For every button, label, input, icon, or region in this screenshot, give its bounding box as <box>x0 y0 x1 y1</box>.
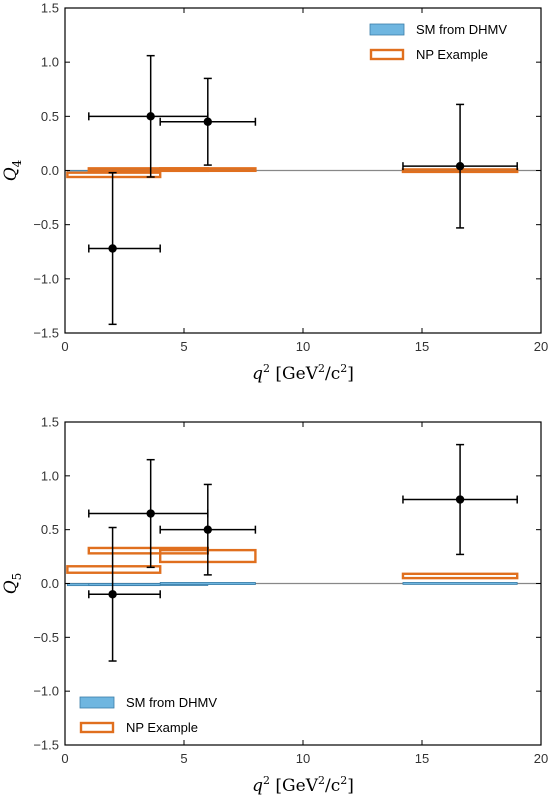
legend: SM from DHMV NP Example <box>79 695 217 735</box>
data-point <box>159 483 257 576</box>
data-point <box>88 54 209 178</box>
np-bin <box>401 572 519 580</box>
x-tick-label: 0 <box>61 339 68 354</box>
y-tick-label: −0.5 <box>33 630 59 645</box>
data-marker <box>455 161 465 171</box>
legend-label-np: NP Example <box>416 47 488 62</box>
y-tick-label: 1.5 <box>41 1 59 16</box>
x-axis-label: q2 [GeV2/c2] <box>252 362 354 384</box>
y-tick-label: −0.5 <box>33 217 59 232</box>
y-tick-label: −1.5 <box>33 738 59 753</box>
data-point <box>88 458 209 569</box>
x-tick-label: 0 <box>61 751 68 766</box>
data-point <box>88 171 161 326</box>
y-tick-label: −1.0 <box>33 684 59 699</box>
np-bin <box>66 565 162 574</box>
y-tick-label: 0.5 <box>41 109 59 124</box>
y-tick-label: 1.0 <box>41 468 59 483</box>
legend-swatch-sm <box>369 23 405 36</box>
legend-label-np: NP Example <box>126 720 198 735</box>
y-tick-label: −1.5 <box>33 326 59 341</box>
sm-bin <box>159 582 256 585</box>
data-marker <box>455 495 465 504</box>
data-marker <box>108 244 117 253</box>
sm-bin <box>402 582 518 585</box>
x-tick-label: 15 <box>415 751 429 766</box>
x-tick-label: 10 <box>296 339 310 354</box>
q5-panel: 0 5 10 15 20 −1.5 −1.0 −0.5 0.0 0.5 1.0 1.5 q2 [GeV2… <box>1 415 548 797</box>
q4-panel: 0 5 10 15 20 −1.5 −1.0 −0.5 0.0 0.5 1.0 1.5 q2 [GeV2… <box>1 1 548 385</box>
y-tick-label: 1.5 <box>41 415 59 430</box>
x-tick-label: 5 <box>180 339 187 354</box>
legend-swatch-sm <box>79 696 115 709</box>
legend-label-sm: SM from DHMV <box>416 22 507 37</box>
data-point <box>88 526 161 662</box>
legend: SM from DHMV NP Example <box>369 22 507 62</box>
y-tick-label: 0.0 <box>41 163 59 178</box>
np-bin <box>158 167 257 173</box>
data-point <box>402 103 518 229</box>
data-marker <box>146 112 155 121</box>
data-marker <box>203 117 212 126</box>
x-tick-label: 10 <box>296 751 310 766</box>
y-tick-label: −1.0 <box>33 271 59 286</box>
legend-swatch-np <box>79 721 115 734</box>
y-tick-label: 0.0 <box>41 576 59 591</box>
y-axis-label: Q4 <box>1 159 24 181</box>
y-axis-label: Q5 <box>1 573 24 595</box>
x-tick-label: 20 <box>534 339 548 354</box>
x-tick-label: 5 <box>180 751 187 766</box>
x-tick-label: 15 <box>415 339 429 354</box>
x-tick-label: 20 <box>534 751 548 766</box>
legend-label-sm: SM from DHMV <box>126 695 217 710</box>
y-tick-label: 1.0 <box>41 55 59 70</box>
data-marker <box>203 525 212 534</box>
y-tick-label: 0.5 <box>41 522 59 537</box>
legend-swatch-np <box>369 48 405 61</box>
np-bin <box>87 167 210 173</box>
x-axis-label: q2 [GeV2/c2] <box>252 774 354 796</box>
data-marker <box>146 509 155 518</box>
data-point <box>402 443 518 556</box>
data-marker <box>108 590 117 599</box>
data-point <box>159 77 257 166</box>
